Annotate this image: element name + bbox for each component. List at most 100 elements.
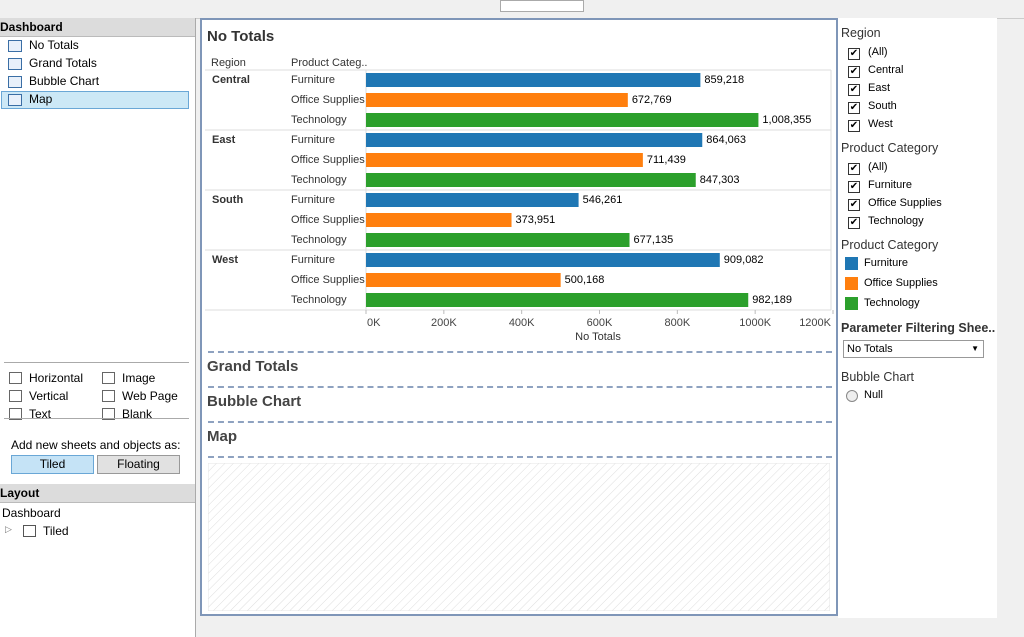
parameter-dropdown[interactable]: No Totals ▼ <box>843 340 984 358</box>
toolbar-combo[interactable] <box>500 0 584 12</box>
sheet-item[interactable]: Map <box>29 92 53 106</box>
divider <box>208 386 832 388</box>
row-header: Region <box>211 57 246 69</box>
option-label: Office Supplies <box>868 197 942 209</box>
filter-option[interactable]: ✔ Central <box>848 64 903 78</box>
object-item[interactable]: Horizontal <box>29 371 84 385</box>
filter-option[interactable]: ✔ Office Supplies <box>848 197 942 211</box>
layout-item[interactable]: Tiled <box>43 524 69 538</box>
sheet-item[interactable]: Bubble Chart <box>29 74 100 88</box>
radio[interactable] <box>846 390 858 402</box>
section-title: Bubble Chart <box>207 393 302 410</box>
floating-button[interactable]: Floating <box>97 455 180 474</box>
dropdown-value: No Totals <box>847 343 893 355</box>
object-item[interactable]: Vertical <box>29 389 69 403</box>
right-panel: Region ✔ (All) ✔ Central ✔ East ✔ South ✔ West Prod… <box>838 18 997 618</box>
filter-option[interactable]: ✔ Technology <box>848 215 924 229</box>
legend-title: Product Category <box>841 238 939 252</box>
object-icon <box>9 390 22 402</box>
filter-option[interactable]: ✔ (All) <box>848 161 888 175</box>
category-label: Office Supplies <box>291 274 365 286</box>
sheet-item[interactable]: Grand Totals <box>29 56 97 70</box>
x-tick-label: 400K <box>509 317 535 329</box>
bar <box>366 293 749 307</box>
checkbox[interactable]: ✔ <box>848 163 860 175</box>
x-tick-label: 800K <box>664 317 690 329</box>
filter-option[interactable]: ✔ East <box>848 82 890 96</box>
value-label: 1,008,355 <box>762 114 811 126</box>
panel-header: Dashboard <box>0 18 195 37</box>
legend-swatch <box>845 277 858 290</box>
section-title: Grand Totals <box>207 358 299 375</box>
checkbox[interactable]: ✔ <box>848 102 860 114</box>
x-tick-label: 200K <box>431 317 457 329</box>
category-label: Furniture <box>291 74 335 86</box>
region-label: East <box>212 134 236 146</box>
category-label: Office Supplies <box>291 94 365 106</box>
filter-option[interactable]: ✔ (All) <box>848 46 888 60</box>
checkbox[interactable]: ✔ <box>848 199 860 211</box>
divider <box>208 351 832 353</box>
toolbar <box>0 0 1024 19</box>
x-tick-label: 1000K <box>739 317 771 329</box>
legend-label: Office Supplies <box>864 277 938 289</box>
row-header: Product Categ.. <box>291 57 367 69</box>
checkbox[interactable]: ✔ <box>848 66 860 78</box>
filter-option[interactable]: ✔ South <box>848 100 897 114</box>
filter-option[interactable]: ✔ Furniture <box>848 179 912 193</box>
legend-label: Furniture <box>864 257 909 269</box>
value-label: 677,135 <box>634 234 674 246</box>
layout-item[interactable]: Dashboard <box>2 506 61 520</box>
object-item[interactable]: Text <box>29 407 52 421</box>
expander[interactable]: ▷ <box>5 524 12 534</box>
sheet-icon <box>8 94 22 106</box>
filter-title: Region <box>841 26 881 40</box>
option-label: Furniture <box>868 179 913 191</box>
option-label: (All) <box>868 161 888 173</box>
legend-label: Technology <box>864 297 920 309</box>
option-label: West <box>868 118 893 130</box>
chart-title: No Totals <box>207 28 274 45</box>
dashboard-frame: No Totals Region Product Categ.. Central Fu… <box>200 18 838 616</box>
object-item[interactable]: Image <box>122 371 156 385</box>
sheet-icon <box>8 58 22 70</box>
checkbox[interactable]: ✔ <box>848 120 860 132</box>
value-label: 864,063 <box>706 134 746 146</box>
filter-option[interactable]: ✔ West <box>848 118 893 132</box>
value-label: 982,189 <box>752 294 792 306</box>
sheet-item[interactable]: No Totals <box>29 38 79 52</box>
value-label: 711,439 <box>647 154 686 166</box>
filter-title: Product Category <box>841 141 939 155</box>
checkbox[interactable]: ✔ <box>848 217 860 229</box>
object-item[interactable]: Blank <box>122 407 153 421</box>
category-label: Furniture <box>291 194 335 206</box>
category-label: Technology <box>291 174 347 186</box>
map-placeholder <box>208 463 830 611</box>
checkbox[interactable]: ✔ <box>848 181 860 193</box>
option-label: (All) <box>868 46 888 58</box>
option-label: East <box>868 82 891 94</box>
option-label: Central <box>868 64 904 76</box>
selected-highlight <box>1 91 189 109</box>
divider <box>4 418 189 419</box>
checkbox[interactable]: ✔ <box>848 48 860 60</box>
category-label: Technology <box>291 114 347 126</box>
bar <box>366 153 643 167</box>
region-label: South <box>212 194 243 206</box>
legend-swatch <box>845 257 858 270</box>
bar <box>366 173 696 187</box>
section-title: Map <box>207 428 237 445</box>
category-label: Technology <box>291 234 347 246</box>
option-label: Technology <box>868 215 924 227</box>
bar <box>366 253 720 267</box>
value-label: 373,951 <box>516 214 556 226</box>
checkbox[interactable]: ✔ <box>848 84 860 96</box>
dropdown-arrow[interactable]: ▼ <box>971 344 979 353</box>
value-label: 500,168 <box>565 274 605 286</box>
left-panel: Dashboard No Totals Grand Totals Bubble Ch… <box>0 18 196 637</box>
tiled-button[interactable]: Tiled <box>11 455 94 474</box>
filter-title: Bubble Chart <box>841 370 914 384</box>
object-item[interactable]: Web Page <box>122 389 178 403</box>
bar <box>366 273 561 287</box>
object-icon <box>9 372 22 384</box>
